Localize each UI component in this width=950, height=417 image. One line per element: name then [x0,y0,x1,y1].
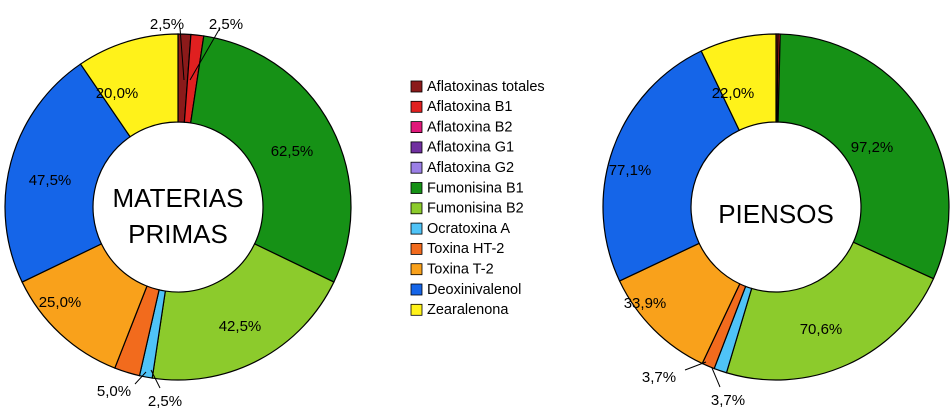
legend-swatch-aflatoxina-b1 [410,100,423,113]
legend: Aflatoxinas totales Aflatoxina B1 Aflatoxi… [410,79,545,318]
data-label-fumonisina-b1: 62,5% [271,143,314,160]
center-label-line: PRIMAS [128,219,228,249]
data-label-aflatoxinas-totales: 2,5% [150,16,184,33]
donut-materias-primas: 2,5% 2,5% 62,5% 42,5% 2,5% 5,0% 25,0% 47,5% 20,0… [4,16,352,410]
legend-swatch-zearalenona [410,303,423,316]
leader-line-ocratoxina-a [150,369,161,389]
legend-swatch-aflatoxina-b2 [410,121,423,133]
legend-swatch-aflatoxina-g2 [410,161,423,174]
legend-label-ocratoxina-a: Ocratoxina A [427,221,510,237]
legend-label-aflatoxinas-totales: Aflatoxinas totales [427,79,545,95]
legend-swatch-fumonisina-b2 [410,202,423,215]
data-label-deoxinivalenol: 77,1% [609,162,652,179]
slice-fumonisina-b1 [189,35,352,283]
legend-label-fumonisina-b1: Fumonisina B1 [427,180,524,196]
leader-line-ocratoxina-a [711,367,721,388]
legend-label-aflatoxina-g1: Aflatoxina G1 [427,140,514,156]
center-label-line: PIENSOS [718,199,834,229]
legend-label-toxina-t-2: Toxina T-2 [427,262,494,278]
data-label-zearalenona: 20,0% [96,85,139,102]
data-label-ocratoxina-a: 3,7% [711,392,745,409]
donut-piensos: 97,2% 70,6% 3,7% 3,7% 33,9% 77,1% 22,0% PIENSOS [602,33,950,409]
slice-fumonisina-b1 [777,33,950,280]
data-label-aflatoxina-b1: 2,5% [209,16,243,33]
data-label-toxina-t-2: 25,0% [39,294,82,311]
slice-zearalenona [700,33,777,132]
legend-swatch-fumonisina-b1 [410,182,423,194]
legend-label-fumonisina-b2: Fumonisina B2 [427,201,524,217]
center-label-line: MATERIAS [113,183,244,213]
data-label-fumonisina-b2: 42,5% [219,318,262,335]
slice-deoxinivalenol [602,50,741,282]
legend-label-aflatoxina-b2: Aflatoxina B2 [427,119,512,135]
slice-deoxinivalenol [4,63,131,283]
legend-label-zearalenona: Zearalenona [427,302,509,318]
legend-swatch-aflatoxinas-totales [410,80,423,93]
data-label-toxina-t-2: 33,9% [624,295,667,312]
leader-line-aflatoxina-b1 [189,27,221,81]
slice-fumonisina-b2 [725,241,935,381]
leader-line-aflatoxinas-totales [179,27,185,81]
legend-label-toxina-ht-2: Toxina HT-2 [427,241,504,257]
data-label-fumonisina-b2: 70,6% [800,321,843,338]
data-label-zearalenona: 22,0% [712,85,755,102]
legend-label-aflatoxina-g2: Aflatoxina G2 [427,160,514,176]
data-label-toxina-ht-2: 5,0% [97,383,131,400]
legend-label-aflatoxina-b1: Aflatoxina B1 [427,99,512,115]
data-label-toxina-ht-2: 3,7% [642,369,676,386]
slice-fumonisina-b2 [151,243,335,381]
data-label-deoxinivalenol: 47,5% [29,172,72,189]
leader-line-toxina-ht-2 [684,361,707,371]
data-label-fumonisina-b1: 97,2% [851,139,894,156]
legend-swatch-aflatoxina-g1 [410,141,423,154]
legend-swatch-ocratoxina-a [410,222,423,235]
leader-line-toxina-ht-2 [134,371,147,385]
slice-zearalenona [79,33,179,138]
legend-swatch-toxina-ht-2 [410,242,423,255]
legend-label-deoxinivalenol: Deoxinivalenol [427,282,521,298]
legend-swatch-deoxinivalenol [410,283,423,296]
legend-swatch-toxina-t-2 [410,263,423,276]
data-label-ocratoxina-a: 2,5% [148,393,182,410]
